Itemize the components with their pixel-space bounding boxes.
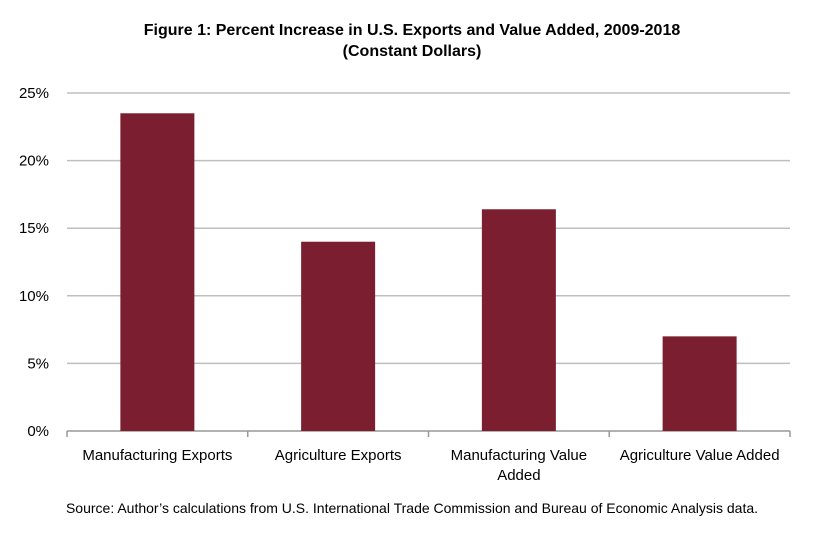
x-tick-label: Agriculture Exports <box>275 447 402 464</box>
chart-subtitle: (Constant Dollars) <box>342 43 482 60</box>
bar <box>662 336 737 431</box>
chart-title-block: Figure 1: Percent Increase in U.S. Expor… <box>0 20 824 62</box>
bar <box>301 241 376 431</box>
y-tick-label: 20% <box>19 153 49 170</box>
y-tick-label: 15% <box>19 220 49 237</box>
x-tick-label: Agriculture Value Added <box>620 447 780 464</box>
y-tick-label: 10% <box>19 288 49 305</box>
x-tick-label: Manufacturing Exports <box>82 447 232 464</box>
bar <box>481 209 556 431</box>
x-tick-label: Manufacturing Value <box>451 447 587 464</box>
chart-title: Figure 1: Percent Increase in U.S. Expor… <box>143 22 681 39</box>
bar <box>120 113 195 431</box>
y-tick-label: 5% <box>27 355 49 372</box>
y-tick-label: 25% <box>19 85 49 102</box>
source-note: Source: Author’s calculations from U.S. … <box>65 500 759 516</box>
y-tick-label: 0% <box>27 423 49 440</box>
x-tick-label: Added <box>497 467 540 484</box>
